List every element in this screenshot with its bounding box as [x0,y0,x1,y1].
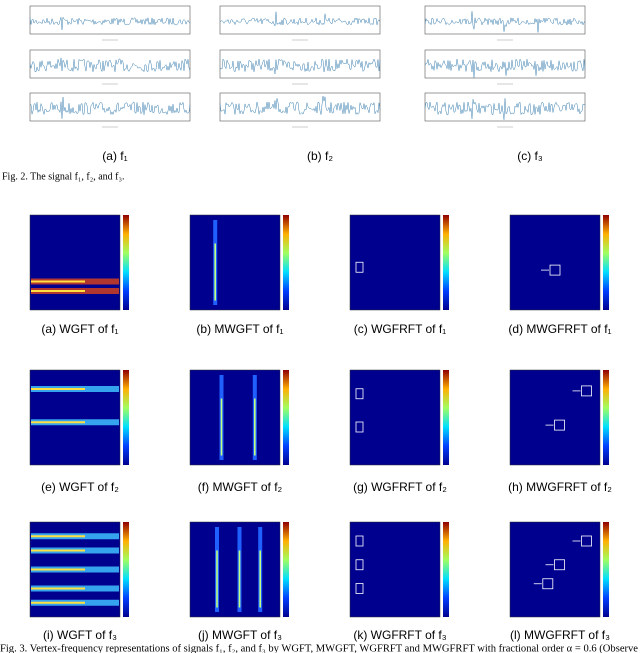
energy-core [31,549,85,552]
colorbar [123,370,129,465]
heatmap [509,369,601,466]
heatmap [189,369,281,466]
energy-core [220,398,223,456]
energy-core [31,587,85,590]
signal-line [219,95,381,116]
signal-axes [219,92,381,122]
heatmap [29,369,121,466]
subcaption: (g) WGFRFT of f₂ [353,480,447,494]
signal-axes [219,5,381,35]
signal-line [424,58,586,78]
energy-core [31,568,85,571]
highlight-box [355,583,364,594]
subcaption: (c) f₃ [517,149,543,163]
signal-axes [424,5,586,35]
highlight-box [355,388,364,400]
colorbar [283,522,289,617]
caption: Fig. 3. Vertex-frequency representations… [0,643,639,653]
heatmap [29,214,121,311]
highlight-box [542,578,554,590]
signal-line [424,98,586,120]
signal-line [219,58,381,75]
signal-axes [29,49,191,79]
heatmap [509,214,601,311]
colorbar [443,215,449,310]
energy-core [259,550,261,608]
colorbar [283,215,289,310]
highlight-box [581,535,592,547]
subcaption: (c) WGFRFT of f₁ [354,322,446,336]
signal-axes [424,49,586,79]
energy-core [238,550,241,608]
subcaption: (e) WGFT of f₂ [41,480,119,494]
signal-line [424,11,586,33]
signal-line [29,16,191,30]
heatmap [349,214,441,311]
heatmap [189,214,281,311]
signal-axes [29,5,191,35]
colorbar [283,370,289,465]
colorbar [603,215,609,310]
signal-axes [219,49,381,79]
colorbar [603,370,609,465]
heatmap [189,521,281,618]
subcaption: (l) MWGFRFT of f₃ [510,628,610,642]
subcaption: (j) MWGFT of f₃ [198,628,282,642]
highlight-box [355,559,364,571]
subcaption: (i) WGFT of f₃ [43,628,117,642]
highlight-box [554,559,565,571]
subcaption: (a) WGFT of f₁ [41,322,118,336]
highlight-box [355,535,364,547]
energy-core [31,290,85,292]
subcaption: (b) f₂ [307,149,333,163]
highlight-box [355,261,364,273]
subcaption: (h) MWGFRFT of f₂ [508,480,612,494]
highlight-box [581,385,592,397]
signal-line [29,97,191,119]
signal-line [219,11,381,27]
highlight-box [355,421,364,433]
energy-core [216,550,218,608]
energy-core [31,280,85,283]
heatmap [349,369,441,466]
highlight-box [554,419,565,431]
highlight-box [549,264,561,276]
colorbar [443,370,449,465]
caption: Fig. 2. The signal f₁, f₂, and f₃. [2,171,124,182]
colorbar [443,522,449,617]
heatmap [349,521,441,618]
colorbar [603,522,609,617]
subcaption: (k) WGFRFT of f₃ [353,628,446,642]
subcaption: (b) MWGFT of f₁ [196,322,283,336]
subcaption: (f) MWGFT of f₂ [198,480,283,494]
subcaption: (a) f₁ [102,149,127,163]
colorbar [123,522,129,617]
energy-core [31,601,85,604]
signal-line [29,57,191,73]
energy-core [254,398,256,456]
subcaption: (d) MWGFRFT of f₁ [508,322,611,336]
energy-core [31,421,85,424]
energy-core [31,388,85,390]
colorbar [123,215,129,310]
signal-axes [29,92,191,122]
energy-core [31,535,85,538]
energy-core [214,243,216,301]
